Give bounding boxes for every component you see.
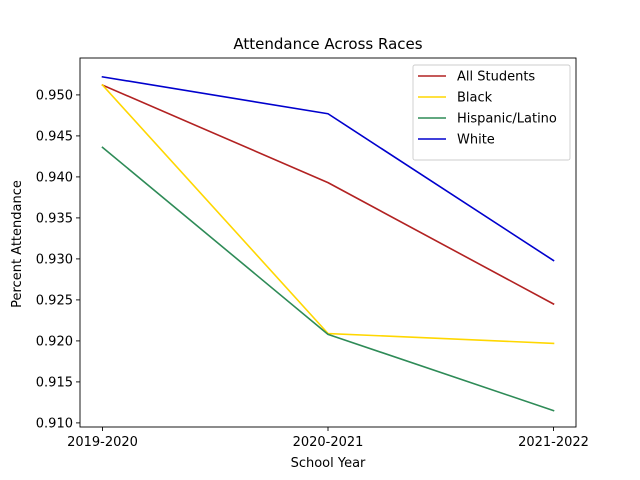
series-line-0 xyxy=(101,84,555,306)
y-tick-label: 0.910 xyxy=(36,416,73,431)
x-tick-label: 2020-2021 xyxy=(293,435,364,450)
y-tick-label: 0.940 xyxy=(36,170,73,185)
y-tick-label: 0.915 xyxy=(36,375,73,390)
y-axis-label: Percent Attendance xyxy=(10,180,25,308)
legend-label-3: White xyxy=(457,133,495,148)
x-tick-label: 2021-2022 xyxy=(518,435,589,450)
series-line-2 xyxy=(101,146,555,412)
y-tick-label: 0.930 xyxy=(36,252,73,267)
y-tick-label: 0.925 xyxy=(36,293,73,308)
legend-label-0: All Students xyxy=(457,70,535,85)
legend: All Students Black Hispanic/Latino White xyxy=(412,64,571,161)
y-tick-label: 0.950 xyxy=(36,88,73,103)
y-tick-label: 0.935 xyxy=(36,211,73,226)
x-axis-label: School Year xyxy=(291,456,366,471)
series-lines xyxy=(101,75,555,412)
y-tick-label: 0.945 xyxy=(36,129,73,144)
y-tick-label: 0.920 xyxy=(36,334,73,349)
legend-label-1: Black xyxy=(457,91,493,106)
chart-title: Attendance Across Races xyxy=(233,35,422,53)
legend-label-2: Hispanic/Latino xyxy=(457,112,557,127)
axes: 2019-2020 2020-2021 2021-2022 0.910 0.915 0.9… xyxy=(36,57,589,450)
x-tick-label: 2019-2020 xyxy=(67,435,138,450)
legend-box xyxy=(412,64,571,161)
series-line-3 xyxy=(101,75,555,262)
